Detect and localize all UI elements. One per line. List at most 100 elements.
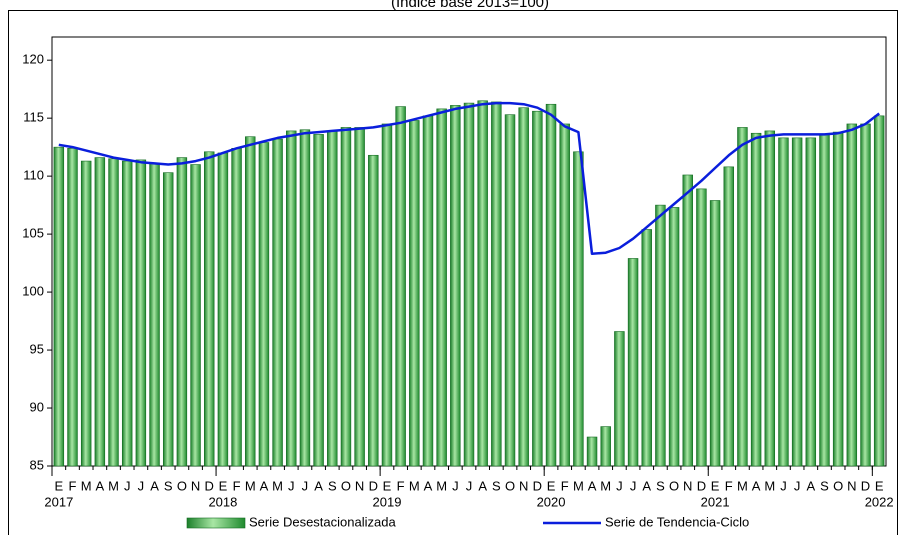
bar [231, 148, 242, 467]
x-tick-label: E [875, 478, 884, 493]
bar [108, 158, 119, 467]
bar [477, 100, 488, 467]
x-tick-label: N [683, 478, 692, 493]
y-tick-label: 100 [22, 284, 44, 299]
x-tick-label: M [245, 478, 256, 493]
bar [176, 157, 188, 467]
bar [204, 151, 215, 467]
x-tick-label: J [780, 478, 787, 493]
bar [436, 108, 447, 467]
bar [819, 134, 830, 467]
x-tick-label: M [436, 478, 447, 493]
x-tick-label: M [573, 478, 584, 493]
y-tick-label: 120 [22, 52, 44, 67]
bar [860, 123, 871, 467]
x-tick-label: A [588, 478, 597, 493]
x-tick-label: A [150, 478, 159, 493]
bar [696, 188, 707, 467]
y-tick-label: 85 [30, 457, 44, 472]
y-tick-label: 110 [23, 168, 44, 183]
x-tick-label: E [55, 478, 64, 493]
year-label: 2017 [44, 494, 73, 509]
x-tick-label: S [328, 478, 337, 493]
x-tick-label: S [820, 478, 829, 493]
bar [327, 130, 338, 467]
bar [80, 160, 92, 467]
bar [586, 436, 598, 467]
bar [764, 130, 776, 467]
year-label: 2020 [537, 494, 566, 509]
bar [299, 129, 311, 467]
bar [504, 114, 516, 467]
bar [258, 142, 270, 467]
bar [791, 137, 803, 467]
x-tick-label: E [219, 478, 228, 493]
x-tick-label: E [383, 478, 392, 493]
x-tick-label: F [725, 478, 733, 493]
legend-label: Serie Desestacionalizada [249, 514, 396, 529]
chart-frame [8, 10, 898, 540]
bar [737, 127, 748, 467]
x-tick-label: A [260, 478, 269, 493]
bar [655, 204, 666, 467]
bar [614, 331, 625, 467]
x-tick-label: J [302, 478, 309, 493]
legend-swatch [186, 517, 246, 529]
x-tick-label: J [452, 478, 459, 493]
bar [518, 107, 529, 467]
bar [709, 200, 721, 467]
bar [135, 159, 147, 467]
bar [450, 105, 461, 467]
x-tick-label: N [847, 478, 856, 493]
bar [190, 164, 201, 467]
x-tick-label: A [424, 478, 433, 493]
bar [805, 137, 817, 467]
x-tick-label: D [369, 478, 378, 493]
x-tick-label: J [794, 478, 801, 493]
bar [245, 136, 256, 467]
x-tick-label: F [397, 478, 405, 493]
x-tick-label: A [806, 478, 815, 493]
x-tick-label: D [533, 478, 542, 493]
x-tick-label: D [861, 478, 870, 493]
x-tick-label: O [341, 478, 351, 493]
x-tick-label: J [616, 478, 623, 493]
x-tick-label: A [642, 478, 651, 493]
y-tick-label: 95 [30, 341, 44, 356]
x-tick-label: J [138, 478, 145, 493]
x-tick-label: M [409, 478, 420, 493]
bar [641, 229, 652, 467]
bar [545, 103, 557, 467]
bar [313, 134, 324, 467]
x-tick-label: S [164, 478, 173, 493]
x-tick-label: S [656, 478, 665, 493]
x-tick-label: N [519, 478, 528, 493]
x-tick-label: A [314, 478, 323, 493]
bar [422, 115, 434, 467]
bar [750, 132, 762, 467]
x-tick-label: M [81, 478, 92, 493]
bar [559, 123, 570, 467]
bar [846, 123, 858, 467]
x-tick-label: N [355, 478, 364, 493]
x-tick-label: O [505, 478, 515, 493]
x-tick-label: F [233, 478, 241, 493]
bar [463, 102, 475, 467]
bar [272, 138, 283, 467]
x-tick-label: J [288, 478, 295, 493]
bar [121, 160, 133, 467]
x-tick-label: A [96, 478, 105, 493]
bar [368, 154, 379, 467]
bar [600, 426, 611, 467]
chart-subtitle: (Índice base 2013=100) [391, 0, 549, 11]
x-tick-label: S [492, 478, 501, 493]
x-tick-label: N [191, 478, 200, 493]
bar [67, 148, 78, 467]
x-tick-label: J [466, 478, 473, 493]
x-tick-label: D [205, 478, 214, 493]
x-tick-label: F [69, 478, 77, 493]
y-tick-label: 115 [23, 110, 44, 125]
year-label: 2018 [208, 494, 237, 509]
bar [409, 120, 420, 467]
